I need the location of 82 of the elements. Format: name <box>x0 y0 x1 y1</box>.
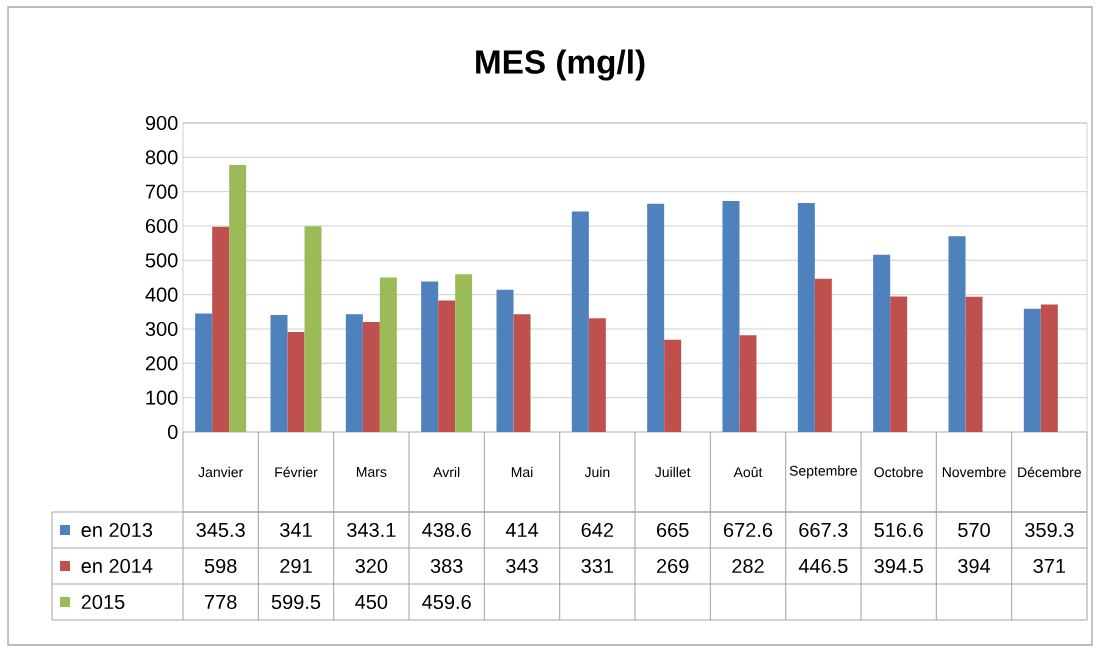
bar <box>588 318 606 432</box>
x-tick-label: Janvier <box>198 466 244 478</box>
data-label: 570 <box>958 522 990 538</box>
y-tick-label: 600 <box>145 218 178 234</box>
data-label: 642 <box>581 522 614 538</box>
bar <box>379 277 397 432</box>
y-tick-label: 900 <box>145 115 178 131</box>
data-label: 414 <box>505 523 539 537</box>
data-label: 516.6 <box>874 522 923 538</box>
data-label: 672.6 <box>724 522 773 538</box>
bar <box>438 300 456 432</box>
x-tick-label: Octobre <box>874 466 923 478</box>
bar <box>455 274 473 432</box>
data-label: 459.6 <box>422 594 471 610</box>
bar <box>270 314 288 432</box>
data-label: 343 <box>506 558 538 574</box>
y-tick-label: 800 <box>145 150 178 165</box>
data-label: 345.3 <box>196 522 245 538</box>
bar <box>873 254 891 432</box>
x-tick-label: Juin <box>584 466 610 478</box>
bar <box>421 281 439 432</box>
x-tick-label: Juillet <box>654 466 691 478</box>
data-label: 438.6 <box>422 522 471 538</box>
bar <box>496 289 514 432</box>
bar <box>1040 304 1058 432</box>
x-tick-label: Septembre <box>789 465 857 479</box>
bar <box>229 164 247 432</box>
data-label: 269 <box>657 558 689 574</box>
bar <box>948 236 966 432</box>
bar <box>965 296 983 432</box>
data-label: 667.3 <box>799 522 848 538</box>
bar <box>304 226 322 432</box>
x-tick-label: Mai <box>511 466 533 478</box>
legend-label: en 2013 <box>81 522 153 538</box>
y-tick-label: 400 <box>145 287 178 302</box>
x-tick-label: Février <box>275 466 318 478</box>
data-label: 394.5 <box>874 558 923 574</box>
data-label: 331 <box>581 558 614 574</box>
legend-label: 2015 <box>81 594 125 610</box>
data-label: 778 <box>205 594 237 610</box>
bar <box>647 203 665 432</box>
x-tick-label: Novembre <box>942 466 1006 478</box>
bar <box>195 313 213 432</box>
y-tick-label: 700 <box>145 184 178 199</box>
bar <box>362 322 380 432</box>
bar <box>739 335 757 432</box>
data-label: 394 <box>958 558 991 574</box>
y-tick-label: 300 <box>145 321 178 337</box>
legend-label: en 2014 <box>81 558 153 574</box>
data-label: 282 <box>732 558 764 574</box>
y-tick-label: 100 <box>146 390 178 405</box>
bar <box>890 296 908 432</box>
x-tick-label: Avril <box>433 466 460 478</box>
bar <box>513 314 531 432</box>
x-tick-label: Décembre <box>1018 466 1081 478</box>
y-tick-label: 0 <box>167 424 178 440</box>
data-label: 665 <box>657 522 689 538</box>
bar <box>814 278 832 432</box>
data-label: 371 <box>1033 558 1066 574</box>
x-tick-label: Août <box>733 466 763 478</box>
bar <box>212 226 230 432</box>
bar <box>797 202 815 432</box>
data-label: 598 <box>204 558 237 574</box>
data-label: 291 <box>280 558 312 574</box>
bar <box>287 332 305 432</box>
x-tick-label: Mars <box>356 467 387 477</box>
data-label: 341 <box>280 522 312 538</box>
data-label: 450 <box>355 594 388 610</box>
bar <box>722 201 740 432</box>
bar <box>571 211 589 432</box>
data-label: 320 <box>355 558 388 574</box>
y-tick-label: 500 <box>145 253 178 268</box>
y-tick-label: 200 <box>145 356 178 371</box>
chart-title: MES (mg/l) <box>476 49 645 81</box>
data-label: 343.1 <box>347 522 396 538</box>
bar <box>1023 308 1041 432</box>
data-label: 599.5 <box>271 594 321 610</box>
bar <box>345 314 363 432</box>
data-label: 383 <box>430 558 463 574</box>
bar <box>664 339 682 432</box>
data-label: 446.5 <box>798 558 848 574</box>
data-label: 359.3 <box>1025 522 1074 538</box>
